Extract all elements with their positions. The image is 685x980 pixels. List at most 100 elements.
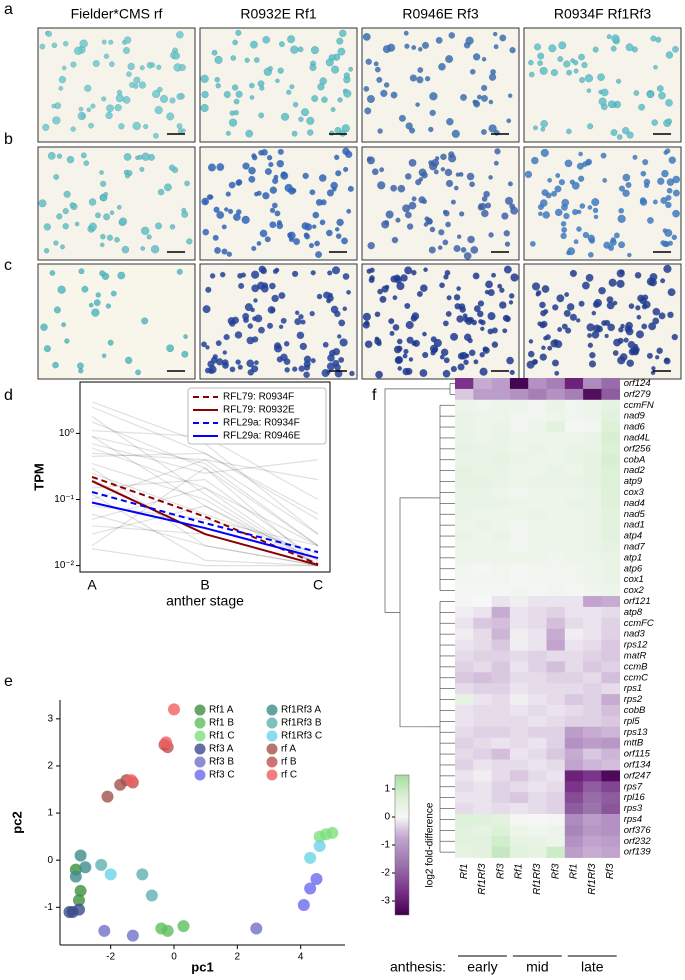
cell — [294, 310, 300, 316]
heatmap-cell — [546, 748, 566, 760]
heatmap-cell — [528, 694, 547, 706]
cell — [557, 56, 564, 63]
cell — [222, 350, 228, 355]
point — [145, 889, 158, 902]
cell — [342, 272, 350, 280]
cell — [183, 334, 188, 339]
cell — [539, 66, 548, 75]
colorbar-label: log2 fold-difference — [425, 802, 436, 887]
heatmap-cell — [491, 639, 511, 651]
heatmap-cell — [601, 770, 620, 782]
cell — [201, 197, 210, 206]
heatmap-cell — [473, 694, 492, 706]
cell — [140, 226, 150, 236]
heatmap-cell — [601, 726, 620, 738]
heatmap-cell — [583, 606, 602, 619]
cell — [552, 339, 559, 345]
heatmap-cell — [473, 596, 492, 608]
cell — [421, 351, 429, 359]
cell — [577, 175, 585, 182]
cell — [211, 49, 218, 56]
cell — [287, 232, 293, 238]
cell — [320, 199, 327, 206]
cell — [58, 75, 67, 84]
cell — [597, 73, 605, 82]
heatmap-cell — [601, 748, 620, 760]
cell — [458, 211, 465, 217]
cell — [506, 356, 515, 365]
heatmap-cell — [455, 410, 474, 422]
heatmap-cell — [455, 432, 474, 444]
cell — [181, 350, 189, 358]
cell — [554, 208, 563, 217]
cell — [268, 161, 274, 168]
background-line — [91, 487, 319, 547]
panel-label: f — [372, 387, 377, 404]
cell — [276, 222, 284, 230]
cell — [374, 66, 381, 73]
y-tick-label: 2 — [47, 761, 53, 772]
legend-label: Rf3 B — [209, 757, 234, 768]
cell — [322, 341, 329, 348]
column-label: Rf1 — [569, 864, 580, 880]
row-label: cox2 — [624, 585, 645, 596]
cell — [640, 170, 647, 177]
cell — [103, 53, 110, 60]
heatmap-cell — [455, 661, 474, 673]
heatmap-cell — [546, 835, 566, 847]
heatmap-cell — [509, 770, 529, 782]
heatmap-cell — [546, 824, 566, 837]
cell — [88, 198, 97, 206]
cell — [205, 345, 210, 350]
cell — [445, 55, 454, 64]
heatmap-cell — [491, 672, 511, 684]
heatmap-cell — [509, 639, 529, 651]
cell — [501, 212, 509, 220]
micrograph — [523, 263, 682, 380]
y-tick-label: 0 — [47, 855, 53, 866]
point — [161, 924, 174, 937]
heatmap-cell — [601, 388, 620, 401]
cell — [668, 156, 677, 164]
cell — [497, 283, 503, 289]
heatmap-cell — [473, 617, 492, 629]
cell — [235, 29, 242, 36]
cell — [617, 214, 626, 224]
background-line — [91, 459, 319, 501]
heatmap-cell — [473, 432, 492, 444]
cell — [214, 55, 223, 64]
heatmap-cell — [564, 803, 584, 815]
cell — [398, 114, 407, 122]
column-header: R0932E Rf1 — [240, 6, 316, 22]
cell — [116, 89, 123, 96]
cell — [449, 332, 459, 341]
cell — [528, 59, 534, 66]
cell — [403, 348, 409, 355]
cell — [591, 330, 600, 339]
x-tick-label: A — [87, 577, 97, 593]
cell — [283, 340, 290, 347]
cell — [264, 167, 272, 176]
cell — [587, 123, 594, 130]
cell — [103, 191, 109, 197]
micrograph — [523, 146, 682, 261]
cell — [250, 365, 259, 373]
cell — [421, 171, 428, 179]
heatmap-cell — [528, 650, 547, 662]
cell — [652, 199, 658, 205]
cell — [563, 212, 570, 220]
cell — [368, 276, 375, 284]
cell — [201, 90, 209, 99]
cell — [573, 239, 579, 245]
heatmap-cell — [583, 759, 602, 771]
micrograph — [37, 27, 196, 143]
row-label: nad5 — [624, 509, 646, 520]
cell — [253, 57, 260, 63]
cell — [560, 220, 567, 227]
cell — [244, 57, 250, 63]
cell — [154, 106, 163, 115]
cell — [578, 300, 585, 307]
heatmap-cell — [601, 672, 620, 684]
cell — [262, 35, 271, 44]
